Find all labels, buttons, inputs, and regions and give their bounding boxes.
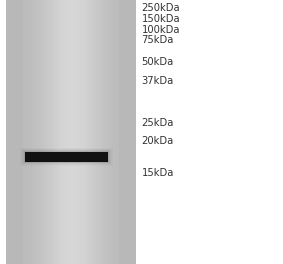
Text: 15kDa: 15kDa xyxy=(142,168,174,178)
Bar xyxy=(93,0,97,264)
Bar xyxy=(42,0,45,264)
Bar xyxy=(87,0,90,264)
Bar xyxy=(23,150,110,163)
Bar xyxy=(71,0,74,264)
Bar xyxy=(6,0,23,264)
Bar xyxy=(80,0,83,264)
Bar xyxy=(32,0,35,264)
Text: 25kDa: 25kDa xyxy=(142,118,174,128)
Text: 20kDa: 20kDa xyxy=(142,136,174,146)
Bar xyxy=(26,0,29,264)
Text: 50kDa: 50kDa xyxy=(142,57,174,67)
Text: 75kDa: 75kDa xyxy=(142,35,174,45)
Bar xyxy=(23,0,26,264)
Bar xyxy=(119,0,136,264)
Bar xyxy=(21,149,112,165)
Bar xyxy=(97,0,100,264)
Bar xyxy=(39,0,42,264)
Bar xyxy=(100,0,103,264)
Bar xyxy=(64,0,68,264)
Bar xyxy=(83,0,87,264)
Bar xyxy=(25,152,108,162)
Bar xyxy=(106,0,109,264)
Bar xyxy=(45,0,48,264)
Bar xyxy=(68,0,71,264)
Bar xyxy=(52,0,55,264)
Bar xyxy=(109,0,112,264)
Bar xyxy=(58,0,61,264)
Text: 100kDa: 100kDa xyxy=(142,25,180,35)
Bar xyxy=(48,0,52,264)
Bar xyxy=(55,0,58,264)
Bar xyxy=(77,0,80,264)
Bar xyxy=(61,0,64,264)
Text: 150kDa: 150kDa xyxy=(142,14,180,24)
Bar xyxy=(112,0,116,264)
Bar xyxy=(29,0,32,264)
Bar xyxy=(23,0,119,264)
Bar xyxy=(103,0,106,264)
Bar xyxy=(74,0,77,264)
Bar xyxy=(6,0,136,264)
Bar xyxy=(35,0,39,264)
Bar xyxy=(22,149,111,164)
Text: 250kDa: 250kDa xyxy=(142,3,180,13)
Bar xyxy=(90,0,93,264)
Bar xyxy=(24,151,109,163)
Text: 37kDa: 37kDa xyxy=(142,76,174,86)
Bar xyxy=(20,148,113,166)
Bar xyxy=(116,0,119,264)
